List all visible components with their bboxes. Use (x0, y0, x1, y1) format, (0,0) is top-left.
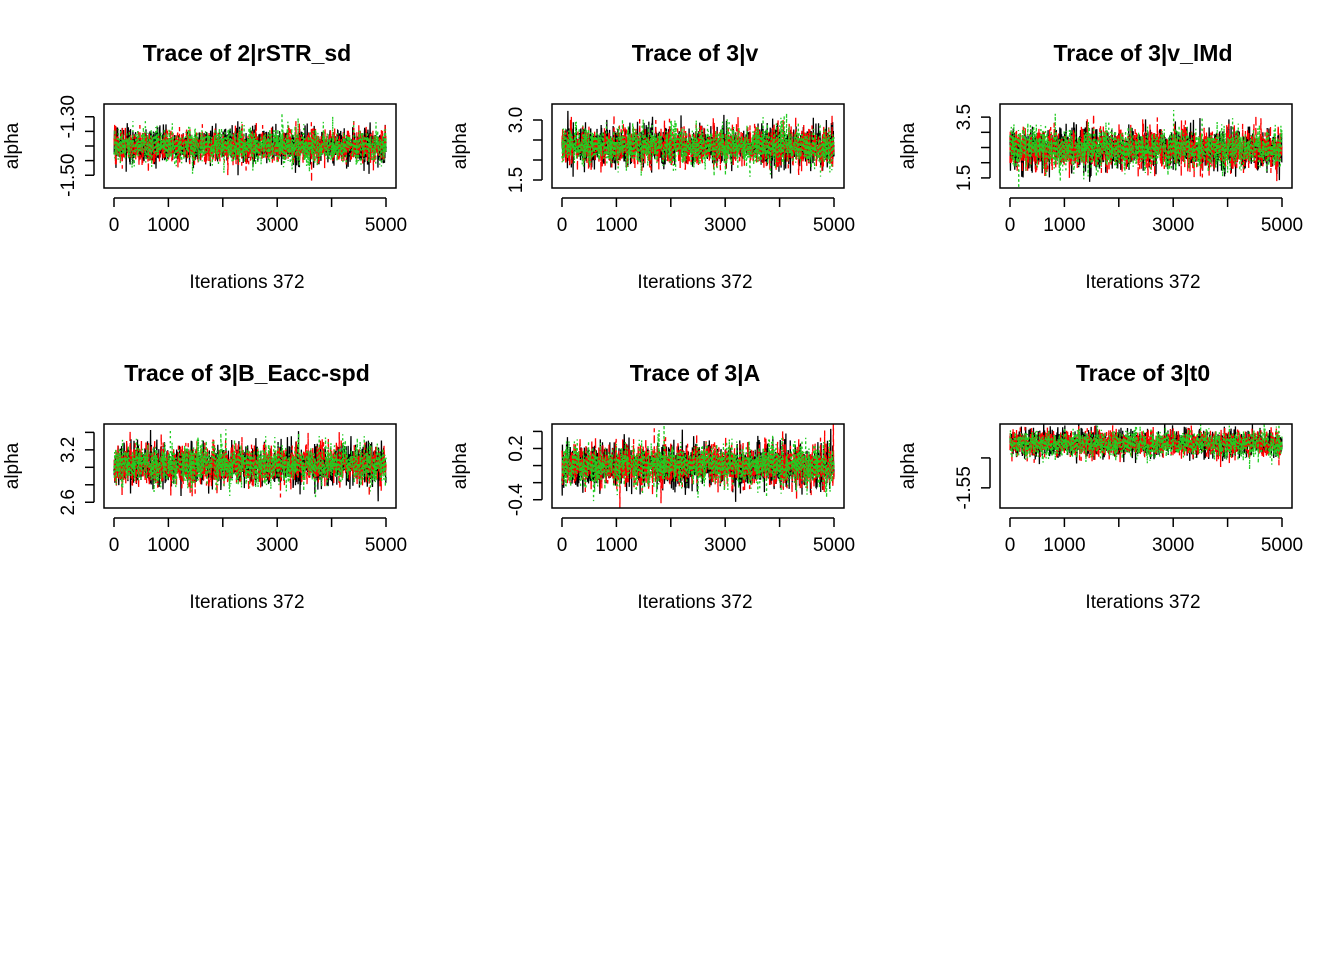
trace-panel: Trace of 2|rSTR_sd Iterations 372 alpha 0 10… (2, 40, 407, 293)
trace-series-group (1009, 109, 1283, 188)
x-tick-label: 1000 (595, 535, 637, 556)
trace-series-group (113, 429, 387, 502)
plot-frame (999, 103, 1293, 189)
x-axis-label: Iterations 372 (189, 272, 304, 293)
trace-panel: Trace of 3|B_Eacc-spd Iterations 372 alpha… (2, 360, 407, 613)
chart-title: Trace of 3|A (630, 360, 760, 386)
x-tick-label: 5000 (365, 535, 407, 556)
x-tick-label: 3000 (704, 215, 746, 236)
plot-frame (551, 423, 845, 509)
trace-panel: Trace of 3|v Iterations 372 alpha 0 1000 3000… (450, 40, 855, 293)
x-tick-label: 3000 (704, 535, 746, 556)
x-tick-label: 3000 (256, 215, 298, 236)
x-axis-label: Iterations 372 (1085, 272, 1200, 293)
x-tick-label: 1000 (595, 215, 637, 236)
y-tick-label: -1.30 (58, 95, 79, 138)
x-axis-label: Iterations 372 (637, 272, 752, 293)
y-tick-label: -1.50 (58, 154, 79, 197)
y-tick-label: -1.55 (954, 466, 975, 509)
x-tick-label: 0 (109, 535, 120, 556)
plot-frame (551, 103, 845, 189)
x-axis-label: Iterations 372 (1085, 592, 1200, 613)
x-tick-label: 1000 (1043, 535, 1085, 556)
x-tick-label: 3000 (1152, 535, 1194, 556)
chart-title: Trace of 3|v_lMd (1053, 40, 1232, 66)
y-tick-label: 3.5 (954, 104, 975, 130)
chart-title: Trace of 2|rSTR_sd (143, 40, 351, 66)
x-axis-label: Iterations 372 (189, 592, 304, 613)
y-axis-label: alpha (450, 442, 471, 489)
trace-panels: Trace of 2|rSTR_sd Iterations 372 alpha 0 10… (2, 40, 1303, 613)
x-tick-label: 0 (557, 535, 568, 556)
x-tick-label: 0 (1005, 215, 1016, 236)
trace-line (113, 429, 387, 499)
trace-series-group (1009, 424, 1283, 470)
y-tick-label: 1.5 (954, 165, 975, 191)
trace-series-group (561, 110, 835, 179)
y-axis-label: alpha (2, 442, 23, 489)
plot-frame (103, 423, 397, 509)
x-tick-label: 5000 (365, 215, 407, 236)
trace-line (1009, 424, 1283, 470)
trace-panel: Trace of 3|v_lMd Iterations 372 alpha 0 1000… (898, 40, 1303, 293)
x-tick-label: 5000 (1261, 535, 1303, 556)
plot-frame (103, 103, 397, 189)
x-tick-label: 3000 (1152, 215, 1194, 236)
trace-line (561, 424, 835, 502)
chart-title: Trace of 3|t0 (1076, 360, 1210, 386)
chart-title: Trace of 3|B_Eacc-spd (124, 360, 370, 386)
trace-line (561, 113, 835, 177)
trace-series-group (113, 113, 387, 183)
trace-series-group (561, 424, 835, 508)
trace-line (113, 113, 387, 174)
y-axis-label: alpha (898, 122, 919, 169)
y-axis-label: alpha (2, 122, 23, 169)
chart-title: Trace of 3|v (632, 40, 759, 66)
x-tick-label: 1000 (147, 215, 189, 236)
x-tick-label: 5000 (1261, 215, 1303, 236)
y-tick-label: 3.0 (506, 107, 527, 133)
trace-line (1009, 109, 1283, 188)
x-tick-label: 3000 (256, 535, 298, 556)
y-axis-label: alpha (898, 442, 919, 489)
x-tick-label: 1000 (1043, 215, 1085, 236)
y-tick-label: 2.6 (58, 489, 79, 515)
x-axis-label: Iterations 372 (637, 592, 752, 613)
trace-panel: Trace of 3|t0 Iterations 372 alpha 0 1000 300… (898, 360, 1303, 613)
x-tick-label: 0 (557, 215, 568, 236)
trace-panel: Trace of 3|A Iterations 372 alpha 0 1000 3000… (450, 360, 855, 613)
x-tick-label: 0 (109, 215, 120, 236)
x-tick-label: 1000 (147, 535, 189, 556)
y-tick-label: 3.2 (58, 437, 79, 463)
x-tick-label: 5000 (813, 535, 855, 556)
trace-line (561, 424, 835, 508)
y-tick-label: 1.5 (506, 167, 527, 193)
y-axis-label: alpha (450, 122, 471, 169)
y-tick-label: -0.4 (506, 483, 527, 516)
x-tick-label: 0 (1005, 535, 1016, 556)
plot-frame (999, 423, 1293, 509)
y-tick-label: 0.2 (506, 435, 527, 461)
x-tick-label: 5000 (813, 215, 855, 236)
